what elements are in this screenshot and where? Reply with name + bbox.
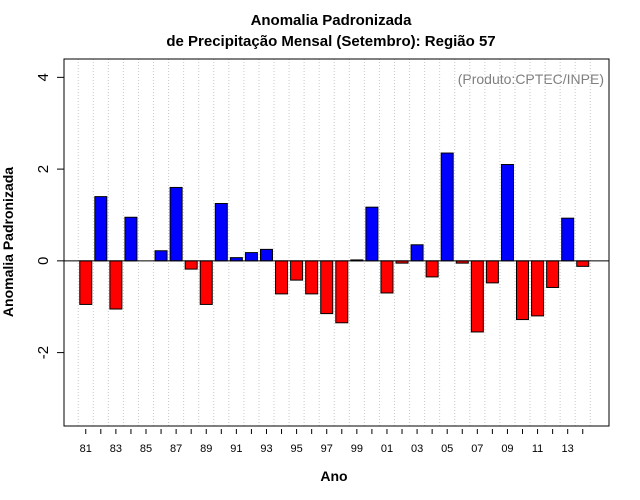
bar-92 [244,252,258,262]
bar-82 [94,196,108,262]
bar-00 [365,206,379,262]
chart-title-line-1: Anomalia Padronizada [251,12,413,29]
bar-98 [335,260,349,324]
x-tick-label: 85 [140,443,152,455]
x-tick-label: 81 [80,443,92,455]
x-tick-label: 95 [290,443,302,455]
bar-12 [546,260,560,288]
x-axis: 81 83 85 87 89 91 93 95 97 99 01 03 05 07 09 11 13 [80,429,584,455]
x-tick-label: 05 [441,443,453,455]
bar-86 [154,250,168,262]
bar-83 [109,260,123,310]
y-tick-label: 0 [35,257,52,265]
x-tick-label: 13 [562,443,574,455]
x-tick-label: 83 [110,443,122,455]
x-axis-label: Ano [320,468,347,484]
bar-96 [305,260,319,295]
grid-lines [77,59,591,426]
bar-95 [290,260,304,281]
x-tick-label: 09 [501,443,513,455]
bar-87 [169,186,183,262]
y-tick-label: 4 [35,73,52,81]
x-tick-label: 97 [321,443,333,455]
bar-10 [516,260,529,321]
x-tick-label: 11 [532,443,543,455]
credit-label: (Produto:CPTEC/INPE) [458,71,604,87]
bar-01 [380,260,394,294]
x-tick-label: 01 [381,443,393,455]
x-tick-label: 07 [471,443,483,455]
y-tick-label: 2 [35,165,52,173]
x-tick-label: 91 [230,443,242,455]
bar-05 [440,152,454,262]
bar-04 [425,260,439,278]
x-tick-label: 89 [200,443,212,455]
bar-14 [576,260,590,267]
bar-08 [485,260,499,284]
bar-07 [470,260,484,333]
bar-89 [199,260,213,305]
plot-frame [63,58,610,427]
bar-11 [531,260,545,317]
bar-90 [214,203,228,262]
bar-09 [500,164,514,262]
bar-13 [561,217,575,262]
x-tick-label: 93 [260,443,272,455]
bar-03 [410,244,424,262]
bar-97 [320,260,334,315]
x-tick-label: 87 [170,443,182,455]
chart-title-line-2: de Precipitação Mensal (Setembro): Regiã… [166,33,495,50]
bar-94 [275,260,289,295]
y-axis-label: Anomalia Padronizada [0,167,16,317]
y-tick-label: -2 [35,346,52,359]
x-tick-label: 03 [411,443,423,455]
x-tick-label: 99 [351,443,363,455]
bar-84 [124,216,138,262]
bars [79,152,590,333]
bar-88 [184,260,198,270]
bar-93 [259,248,273,262]
y-axis: -2 0 2 4 [35,73,64,359]
bar-81 [79,260,93,305]
